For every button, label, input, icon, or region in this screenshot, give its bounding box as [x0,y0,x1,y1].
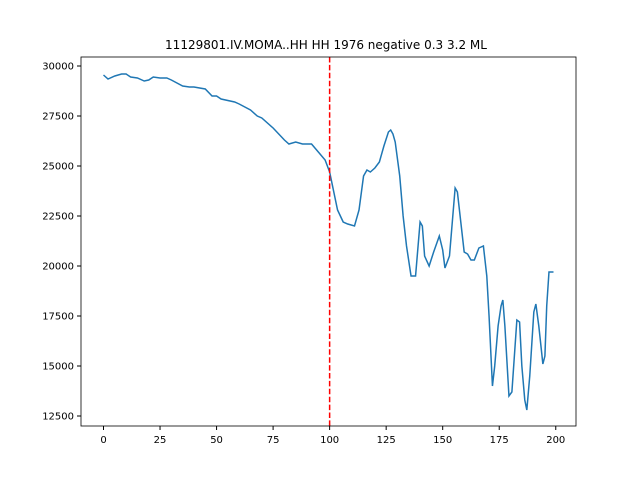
y-tick-label: 12500 [42,412,74,423]
x-tick-label: 175 [490,435,509,446]
chart-title: 11129801.IV.MOMA..HH HH 1976 negative 0.… [165,38,487,52]
x-tick-label: 0 [100,435,106,446]
y-tick-label: 22500 [42,212,74,223]
y-tick-label: 30000 [42,62,74,73]
x-tick-label: 50 [210,435,223,446]
y-tick-label: 20000 [42,262,74,273]
y-tick-label: 15000 [42,362,74,373]
x-tick-label: 200 [546,435,565,446]
x-tick-label: 150 [433,435,452,446]
y-tick-label: 25000 [42,162,74,173]
y-tick-label: 27500 [42,112,74,123]
line-series [103,73,554,411]
plot-frame [80,56,577,427]
x-tick-label: 100 [320,435,339,446]
x-tick-label: 25 [154,435,167,446]
y-tick-label: 17500 [42,312,74,323]
x-tick-label: 125 [377,435,396,446]
x-tick-label: 75 [267,435,280,446]
